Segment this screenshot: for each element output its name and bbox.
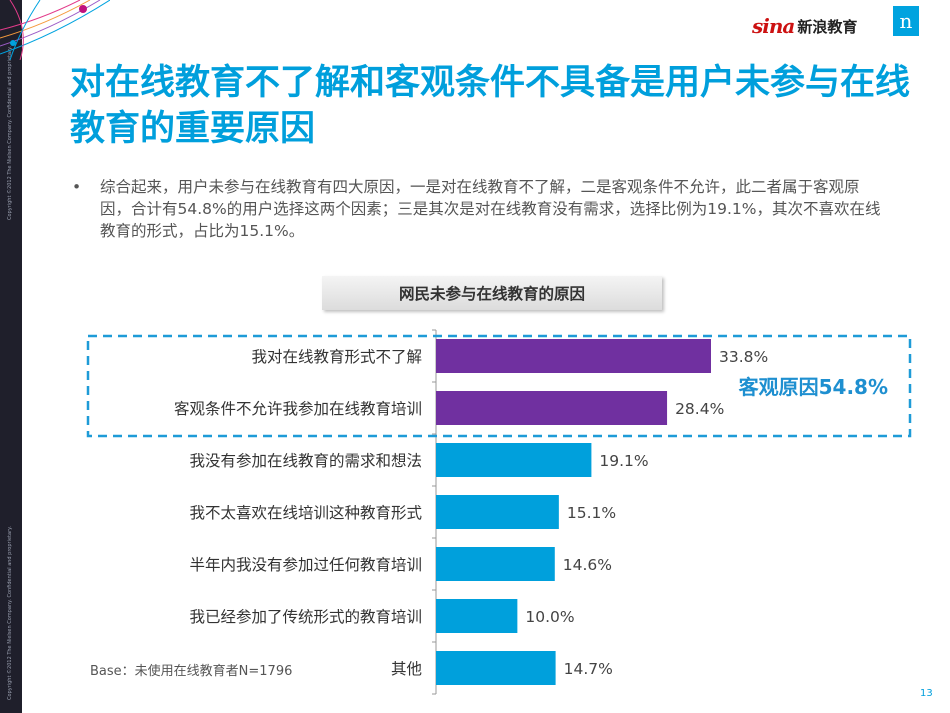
bar (436, 391, 668, 425)
summary-bullet: • 综合起来，用户未参与在线教育有四大原因，一是对在线教育不了解，二是客观条件不… (72, 176, 892, 242)
category-label: 我不太喜欢在线培训这种教育形式 (189, 504, 422, 522)
decorative-lines (0, 0, 110, 60)
base-note: Base：未使用在线教育者N=1796 (90, 664, 293, 679)
bar (436, 599, 518, 633)
bar (436, 651, 556, 685)
value-label: 33.8% (719, 348, 768, 366)
sina-logo-word: sina (752, 14, 795, 38)
bullet-dot-icon: • (72, 178, 82, 196)
bar (436, 547, 555, 581)
annotation-label: 客观原因54.8% (738, 375, 888, 399)
sina-logo-cn: 新浪教育 (797, 17, 858, 36)
value-label: 14.6% (563, 556, 612, 574)
annotation-dashed-box (86, 334, 912, 438)
bar (436, 339, 711, 373)
page-number: 13 (920, 688, 933, 699)
category-label: 我对在线教育形式不了解 (251, 348, 422, 366)
category-label: 其他 (391, 660, 422, 678)
value-label: 14.7% (564, 660, 613, 678)
bar (436, 495, 559, 529)
nielsen-logo: n (893, 6, 919, 36)
value-label: 10.0% (525, 608, 574, 626)
category-label: 我没有参加在线教育的需求和想法 (189, 452, 422, 470)
bar (436, 443, 592, 477)
value-label: 19.1% (599, 452, 648, 470)
sina-logo: sina 新浪教育 (752, 14, 857, 38)
chart-title: 网民未参与在线教育的原因 (322, 276, 662, 310)
value-label: 28.4% (675, 400, 724, 418)
category-label: 我已经参加了传统形式的教育培训 (189, 608, 422, 626)
category-label: 半年内我没有参加过任何教育培训 (189, 556, 422, 574)
page-title: 对在线教育不了解和客观条件不具备是用户未参与在线教育的重要原因 (70, 63, 911, 149)
value-label: 15.1% (567, 504, 616, 522)
summary-text: 综合起来，用户未参与在线教育有四大原因，一是对在线教育不了解，二是客观条件不允许… (100, 178, 881, 240)
category-label: 客观条件不允许我参加在线教育培训 (174, 400, 422, 418)
left-strip (0, 0, 22, 713)
